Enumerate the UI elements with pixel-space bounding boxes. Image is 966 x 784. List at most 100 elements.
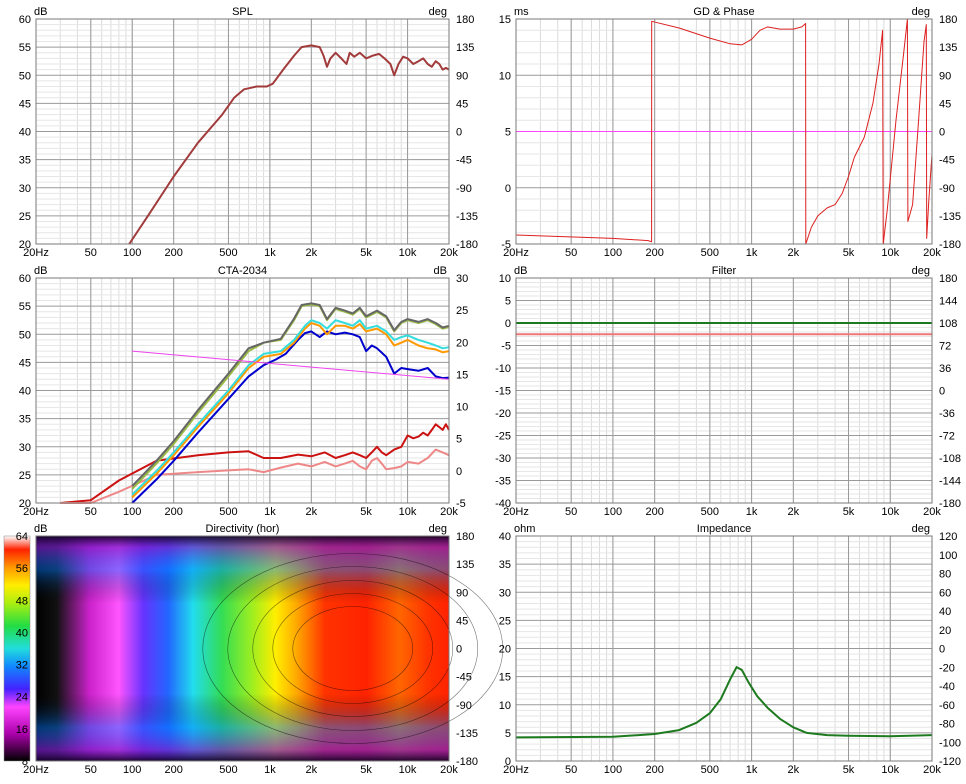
y2-tick-label: -45: [939, 155, 955, 167]
x-tick-label: 2k: [306, 247, 318, 259]
plot-border: [35, 535, 450, 762]
y-tick-label: -40: [495, 498, 511, 510]
x-tick-label: 5k: [843, 506, 855, 518]
y-tick-label: 30: [19, 442, 31, 454]
x-tick-label: 2k: [788, 764, 800, 776]
y-tick-label: 5: [505, 728, 511, 740]
x-tick-label: 2k: [306, 764, 318, 776]
y-tick-label: -30: [495, 453, 511, 465]
y2-tick-label: -180: [939, 239, 961, 251]
x-tick-label: 1k: [746, 247, 758, 259]
x-tick-label: 10k: [399, 247, 417, 259]
y-tick-label: 40: [19, 386, 31, 398]
y-tick-label: 35: [19, 155, 31, 167]
x-tick-label: 500: [219, 764, 237, 776]
y2-tick-label: -90: [939, 183, 955, 195]
y-tick-label: 15: [499, 14, 511, 26]
y2-axis-unit-label: dB: [434, 265, 447, 277]
y-tick-label: 60: [19, 14, 31, 26]
y-tick-label: 0: [505, 756, 511, 768]
y2-tick-label: 135: [456, 42, 474, 54]
x-tick-label: 20Hz: [503, 506, 529, 518]
y2-tick-label: 45: [456, 615, 468, 627]
y-tick-label: 25: [19, 470, 31, 482]
y2-tick-label: 40: [939, 606, 951, 618]
x-tick-label: 200: [645, 506, 663, 518]
y2-tick-label: -90: [456, 183, 472, 195]
x-tick-label: 100: [123, 506, 141, 518]
y-tick-label: 15: [499, 672, 511, 684]
x-tick-label: 1k: [264, 764, 276, 776]
y-tick-label: 45: [19, 98, 31, 110]
x-tick-label: 50: [85, 506, 97, 518]
chart-title: Filter: [712, 265, 737, 277]
chart-title: Directivity (hor): [206, 523, 280, 535]
y-tick-label: -25: [495, 431, 511, 443]
y-tick-label: 10: [499, 700, 511, 712]
x-tick-label: 1k: [264, 506, 276, 518]
y2-tick-label: 180: [939, 273, 957, 285]
y2-tick-label: -135: [456, 728, 478, 740]
y-axis-unit-label: dB: [34, 265, 47, 277]
y-tick-label: 10: [499, 70, 511, 82]
y-tick-label: 30: [499, 587, 511, 599]
plot-border: [515, 535, 933, 762]
y-tick-label: 5: [505, 296, 511, 308]
series-line-4: [131, 322, 450, 499]
y2-tick-label: 100: [939, 550, 957, 562]
y-axis-unit-label: ms: [514, 6, 529, 18]
y-axis-unit-label: dB: [514, 265, 527, 277]
x-tick-label: 200: [645, 764, 663, 776]
y-axis-unit-label: ohm: [514, 523, 535, 535]
x-tick-label: 500: [219, 247, 237, 259]
contour-line-4: [272, 593, 434, 704]
y-tick-label: 35: [499, 559, 511, 571]
series-line-8: [132, 350, 450, 380]
chart-title: Impedance: [697, 523, 751, 535]
series-line-1: [515, 666, 933, 739]
y2-tick-label: 180: [456, 14, 474, 26]
y-tick-label: 55: [19, 301, 31, 313]
series-line-6: [131, 303, 450, 490]
colorbar-tick-label: 64: [16, 531, 28, 543]
y2-tick-label: 0: [939, 644, 945, 656]
y2-tick-label: 90: [456, 70, 468, 82]
y-tick-label: -5: [501, 239, 511, 251]
chart-title: CTA-2034: [218, 265, 267, 277]
x-tick-label: 20k: [923, 506, 941, 518]
series-line-1: [60, 423, 450, 504]
y2-tick-label: 180: [939, 14, 957, 26]
x-tick-label: 100: [123, 247, 141, 259]
y2-tick-label: -135: [456, 211, 478, 223]
y2-tick-label: 72: [939, 341, 951, 353]
x-tick-label: 2k: [788, 506, 800, 518]
x-tick-label: 500: [701, 247, 719, 259]
x-tick-label: 20Hz: [23, 247, 49, 259]
x-tick-label: 20Hz: [23, 764, 49, 776]
colorbar-tick-label: 24: [16, 692, 28, 704]
plot-border: [35, 277, 450, 504]
x-tick-label: 200: [164, 506, 182, 518]
y2-tick-label: 80: [939, 569, 951, 581]
x-tick-label: 20k: [923, 247, 941, 259]
y2-tick-label: 0: [456, 466, 462, 478]
x-tick-label: 20k: [440, 506, 458, 518]
y-axis-unit-label: dB: [34, 6, 47, 18]
x-tick-label: 10k: [881, 764, 899, 776]
plot-border: [35, 18, 450, 245]
x-tick-label: 20Hz: [503, 247, 529, 259]
y2-tick-label: 45: [456, 98, 468, 110]
y2-tick-label: -100: [939, 737, 961, 749]
y2-tick-label: -180: [456, 756, 478, 768]
y2-tick-label: -45: [456, 672, 472, 684]
y-tick-label: 40: [499, 531, 511, 543]
y-tick-label: 35: [19, 414, 31, 426]
y2-tick-label: 135: [939, 42, 957, 54]
x-tick-label: 2k: [306, 506, 318, 518]
y-tick-label: -5: [501, 341, 511, 353]
colorbar-tick-label: 56: [16, 563, 28, 575]
